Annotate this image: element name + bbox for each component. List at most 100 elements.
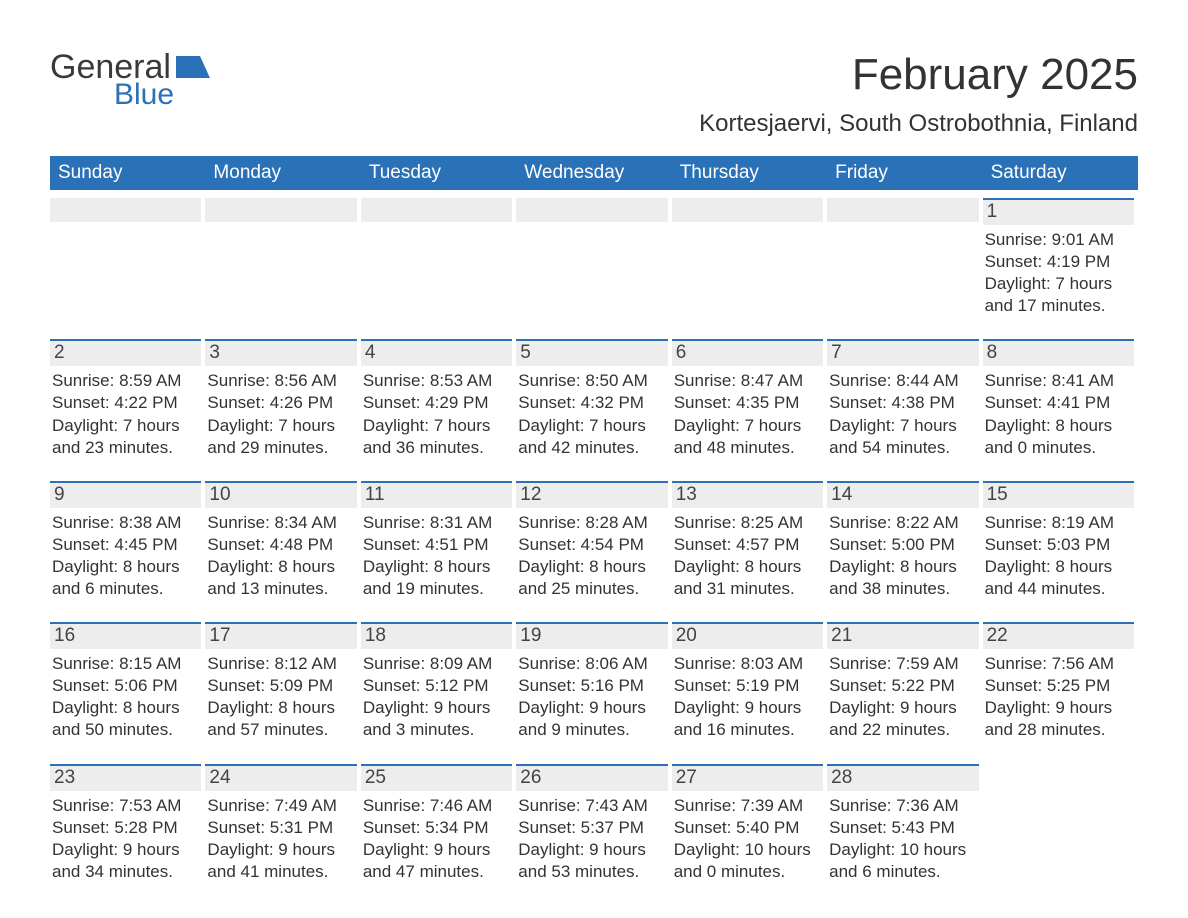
- day-info: Sunrise: 7:36 AMSunset: 5:43 PMDaylight:…: [827, 791, 978, 883]
- day-cell: 23Sunrise: 7:53 AMSunset: 5:28 PMDayligh…: [50, 764, 205, 897]
- daylight-text-2: and 3 minutes.: [363, 719, 510, 741]
- daylight-text-1: Daylight: 9 hours: [52, 839, 199, 861]
- sunset-text: Sunset: 4:41 PM: [985, 392, 1132, 414]
- day-number: 3: [205, 339, 356, 366]
- day-info: Sunrise: 8:31 AMSunset: 4:51 PMDaylight:…: [361, 508, 512, 600]
- day-info: Sunrise: 7:56 AMSunset: 5:25 PMDaylight:…: [983, 649, 1134, 741]
- day-number: 19: [516, 622, 667, 649]
- title-block: February 2025 Kortesjaervi, South Ostrob…: [699, 50, 1138, 138]
- daylight-text-2: and 47 minutes.: [363, 861, 510, 883]
- weekday-monday: Monday: [205, 156, 360, 190]
- daylight-text-1: Daylight: 9 hours: [518, 697, 665, 719]
- day-info: Sunrise: 8:50 AMSunset: 4:32 PMDaylight:…: [516, 366, 667, 458]
- sunrise-text: Sunrise: 8:15 AM: [52, 653, 199, 675]
- empty-day-bar: [516, 198, 667, 222]
- sunrise-text: Sunrise: 7:43 AM: [518, 795, 665, 817]
- empty-day-bar: [50, 198, 201, 222]
- daylight-text-1: Daylight: 9 hours: [985, 697, 1132, 719]
- daylight-text-2: and 57 minutes.: [207, 719, 354, 741]
- weekday-friday: Friday: [827, 156, 982, 190]
- day-number: 13: [672, 481, 823, 508]
- day-info: Sunrise: 8:25 AMSunset: 4:57 PMDaylight:…: [672, 508, 823, 600]
- day-info: Sunrise: 8:06 AMSunset: 5:16 PMDaylight:…: [516, 649, 667, 741]
- day-number: 6: [672, 339, 823, 366]
- daylight-text-2: and 53 minutes.: [518, 861, 665, 883]
- sunset-text: Sunset: 5:00 PM: [829, 534, 976, 556]
- day-info: Sunrise: 8:03 AMSunset: 5:19 PMDaylight:…: [672, 649, 823, 741]
- day-cell: [983, 764, 1138, 897]
- day-cell: 5Sunrise: 8:50 AMSunset: 4:32 PMDaylight…: [516, 339, 671, 472]
- sunset-text: Sunset: 4:48 PM: [207, 534, 354, 556]
- day-cell: 11Sunrise: 8:31 AMSunset: 4:51 PMDayligh…: [361, 481, 516, 614]
- week-row: 2Sunrise: 8:59 AMSunset: 4:22 PMDaylight…: [50, 339, 1138, 472]
- day-cell: 17Sunrise: 8:12 AMSunset: 5:09 PMDayligh…: [205, 622, 360, 755]
- daylight-text-1: Daylight: 9 hours: [363, 839, 510, 861]
- day-number: 2: [50, 339, 201, 366]
- daylight-text-1: Daylight: 10 hours: [829, 839, 976, 861]
- day-number: 20: [672, 622, 823, 649]
- daylight-text-2: and 38 minutes.: [829, 578, 976, 600]
- daylight-text-1: Daylight: 9 hours: [207, 839, 354, 861]
- day-info: Sunrise: 8:41 AMSunset: 4:41 PMDaylight:…: [983, 366, 1134, 458]
- sunrise-text: Sunrise: 8:03 AM: [674, 653, 821, 675]
- sunrise-text: Sunrise: 8:28 AM: [518, 512, 665, 534]
- daylight-text-1: Daylight: 7 hours: [52, 415, 199, 437]
- day-number: 14: [827, 481, 978, 508]
- day-info: Sunrise: 8:22 AMSunset: 5:00 PMDaylight:…: [827, 508, 978, 600]
- day-number: 16: [50, 622, 201, 649]
- daylight-text-1: Daylight: 8 hours: [674, 556, 821, 578]
- sunset-text: Sunset: 4:32 PM: [518, 392, 665, 414]
- day-info: Sunrise: 8:56 AMSunset: 4:26 PMDaylight:…: [205, 366, 356, 458]
- sunrise-text: Sunrise: 7:59 AM: [829, 653, 976, 675]
- sunset-text: Sunset: 4:35 PM: [674, 392, 821, 414]
- day-cell: [205, 198, 360, 331]
- day-cell: 24Sunrise: 7:49 AMSunset: 5:31 PMDayligh…: [205, 764, 360, 897]
- empty-day-bar: [827, 198, 978, 222]
- daylight-text-1: Daylight: 8 hours: [207, 697, 354, 719]
- day-number: 4: [361, 339, 512, 366]
- day-cell: 13Sunrise: 8:25 AMSunset: 4:57 PMDayligh…: [672, 481, 827, 614]
- sunset-text: Sunset: 4:29 PM: [363, 392, 510, 414]
- sunset-text: Sunset: 5:31 PM: [207, 817, 354, 839]
- header: General Blue February 2025 Kortesjaervi,…: [50, 50, 1138, 138]
- weekday-sunday: Sunday: [50, 156, 205, 190]
- sunset-text: Sunset: 4:19 PM: [985, 251, 1132, 273]
- day-cell: 19Sunrise: 8:06 AMSunset: 5:16 PMDayligh…: [516, 622, 671, 755]
- day-cell: [361, 198, 516, 331]
- sunrise-text: Sunrise: 7:36 AM: [829, 795, 976, 817]
- daylight-text-2: and 22 minutes.: [829, 719, 976, 741]
- sunset-text: Sunset: 5:37 PM: [518, 817, 665, 839]
- sunset-text: Sunset: 5:40 PM: [674, 817, 821, 839]
- daylight-text-2: and 31 minutes.: [674, 578, 821, 600]
- day-number: 10: [205, 481, 356, 508]
- sunrise-text: Sunrise: 9:01 AM: [985, 229, 1132, 251]
- daylight-text-2: and 16 minutes.: [674, 719, 821, 741]
- sunrise-text: Sunrise: 8:34 AM: [207, 512, 354, 534]
- weekday-thursday: Thursday: [672, 156, 827, 190]
- daylight-text-1: Daylight: 7 hours: [518, 415, 665, 437]
- day-cell: 16Sunrise: 8:15 AMSunset: 5:06 PMDayligh…: [50, 622, 205, 755]
- sunset-text: Sunset: 4:26 PM: [207, 392, 354, 414]
- sunset-text: Sunset: 4:51 PM: [363, 534, 510, 556]
- sunrise-text: Sunrise: 8:47 AM: [674, 370, 821, 392]
- week-row: 9Sunrise: 8:38 AMSunset: 4:45 PMDaylight…: [50, 481, 1138, 614]
- week-row: 1Sunrise: 9:01 AMSunset: 4:19 PMDaylight…: [50, 198, 1138, 331]
- logo-text-blue: Blue: [114, 80, 174, 110]
- sunset-text: Sunset: 5:22 PM: [829, 675, 976, 697]
- day-info: Sunrise: 7:59 AMSunset: 5:22 PMDaylight:…: [827, 649, 978, 741]
- sunset-text: Sunset: 4:38 PM: [829, 392, 976, 414]
- day-info: Sunrise: 7:39 AMSunset: 5:40 PMDaylight:…: [672, 791, 823, 883]
- daylight-text-2: and 54 minutes.: [829, 437, 976, 459]
- day-cell: [516, 198, 671, 331]
- day-cell: 21Sunrise: 7:59 AMSunset: 5:22 PMDayligh…: [827, 622, 982, 755]
- daylight-text-2: and 0 minutes.: [985, 437, 1132, 459]
- day-number: 24: [205, 764, 356, 791]
- empty-day-bar: [361, 198, 512, 222]
- sunrise-text: Sunrise: 7:53 AM: [52, 795, 199, 817]
- daylight-text-1: Daylight: 7 hours: [985, 273, 1132, 295]
- sunset-text: Sunset: 5:43 PM: [829, 817, 976, 839]
- sunset-text: Sunset: 4:45 PM: [52, 534, 199, 556]
- day-number: 27: [672, 764, 823, 791]
- daylight-text-2: and 23 minutes.: [52, 437, 199, 459]
- day-info: Sunrise: 8:44 AMSunset: 4:38 PMDaylight:…: [827, 366, 978, 458]
